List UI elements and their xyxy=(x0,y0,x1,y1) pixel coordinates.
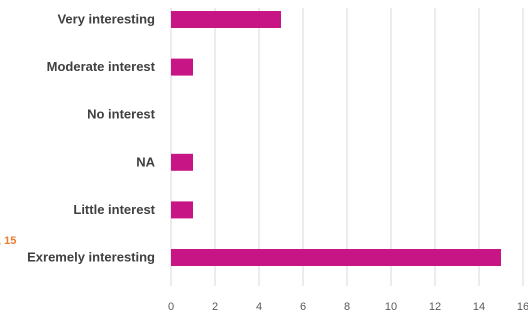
x-tick-label-14: 14 xyxy=(473,301,485,313)
bar-very-interesting xyxy=(171,11,281,28)
category-label: Little interest xyxy=(73,202,155,217)
x-axis-tick-labels: 0 2 4 6 8 10 12 14 16 xyxy=(168,301,528,313)
x-tick-label-4: 4 xyxy=(256,301,262,313)
bars xyxy=(171,11,501,266)
x-tick-label-12: 12 xyxy=(429,301,441,313)
x-tick-label-0: 0 xyxy=(168,301,174,313)
bar-exremely-interesting xyxy=(171,249,501,266)
x-tick-label-10: 10 xyxy=(385,301,397,313)
bar-moderate-interest xyxy=(171,58,193,76)
category-label: NA xyxy=(136,154,155,169)
x-tick-label-6: 6 xyxy=(300,301,306,313)
category-label: Very interesting xyxy=(57,12,155,27)
category-labels: Very interesting Moderate interest No inte… xyxy=(27,12,156,265)
category-label: Moderate interest xyxy=(47,59,156,74)
bar-na xyxy=(171,153,193,171)
category-label: No interest xyxy=(87,107,156,122)
bar-little-interest xyxy=(171,201,193,219)
gridlines xyxy=(170,8,524,286)
category-label: Exremely interesting xyxy=(27,250,155,265)
data-label-annotation: , 15 xyxy=(0,235,16,247)
x-tick-label-8: 8 xyxy=(344,301,350,313)
x-tick-label-16: 16 xyxy=(517,301,528,313)
x-tick-label-2: 2 xyxy=(212,301,218,313)
